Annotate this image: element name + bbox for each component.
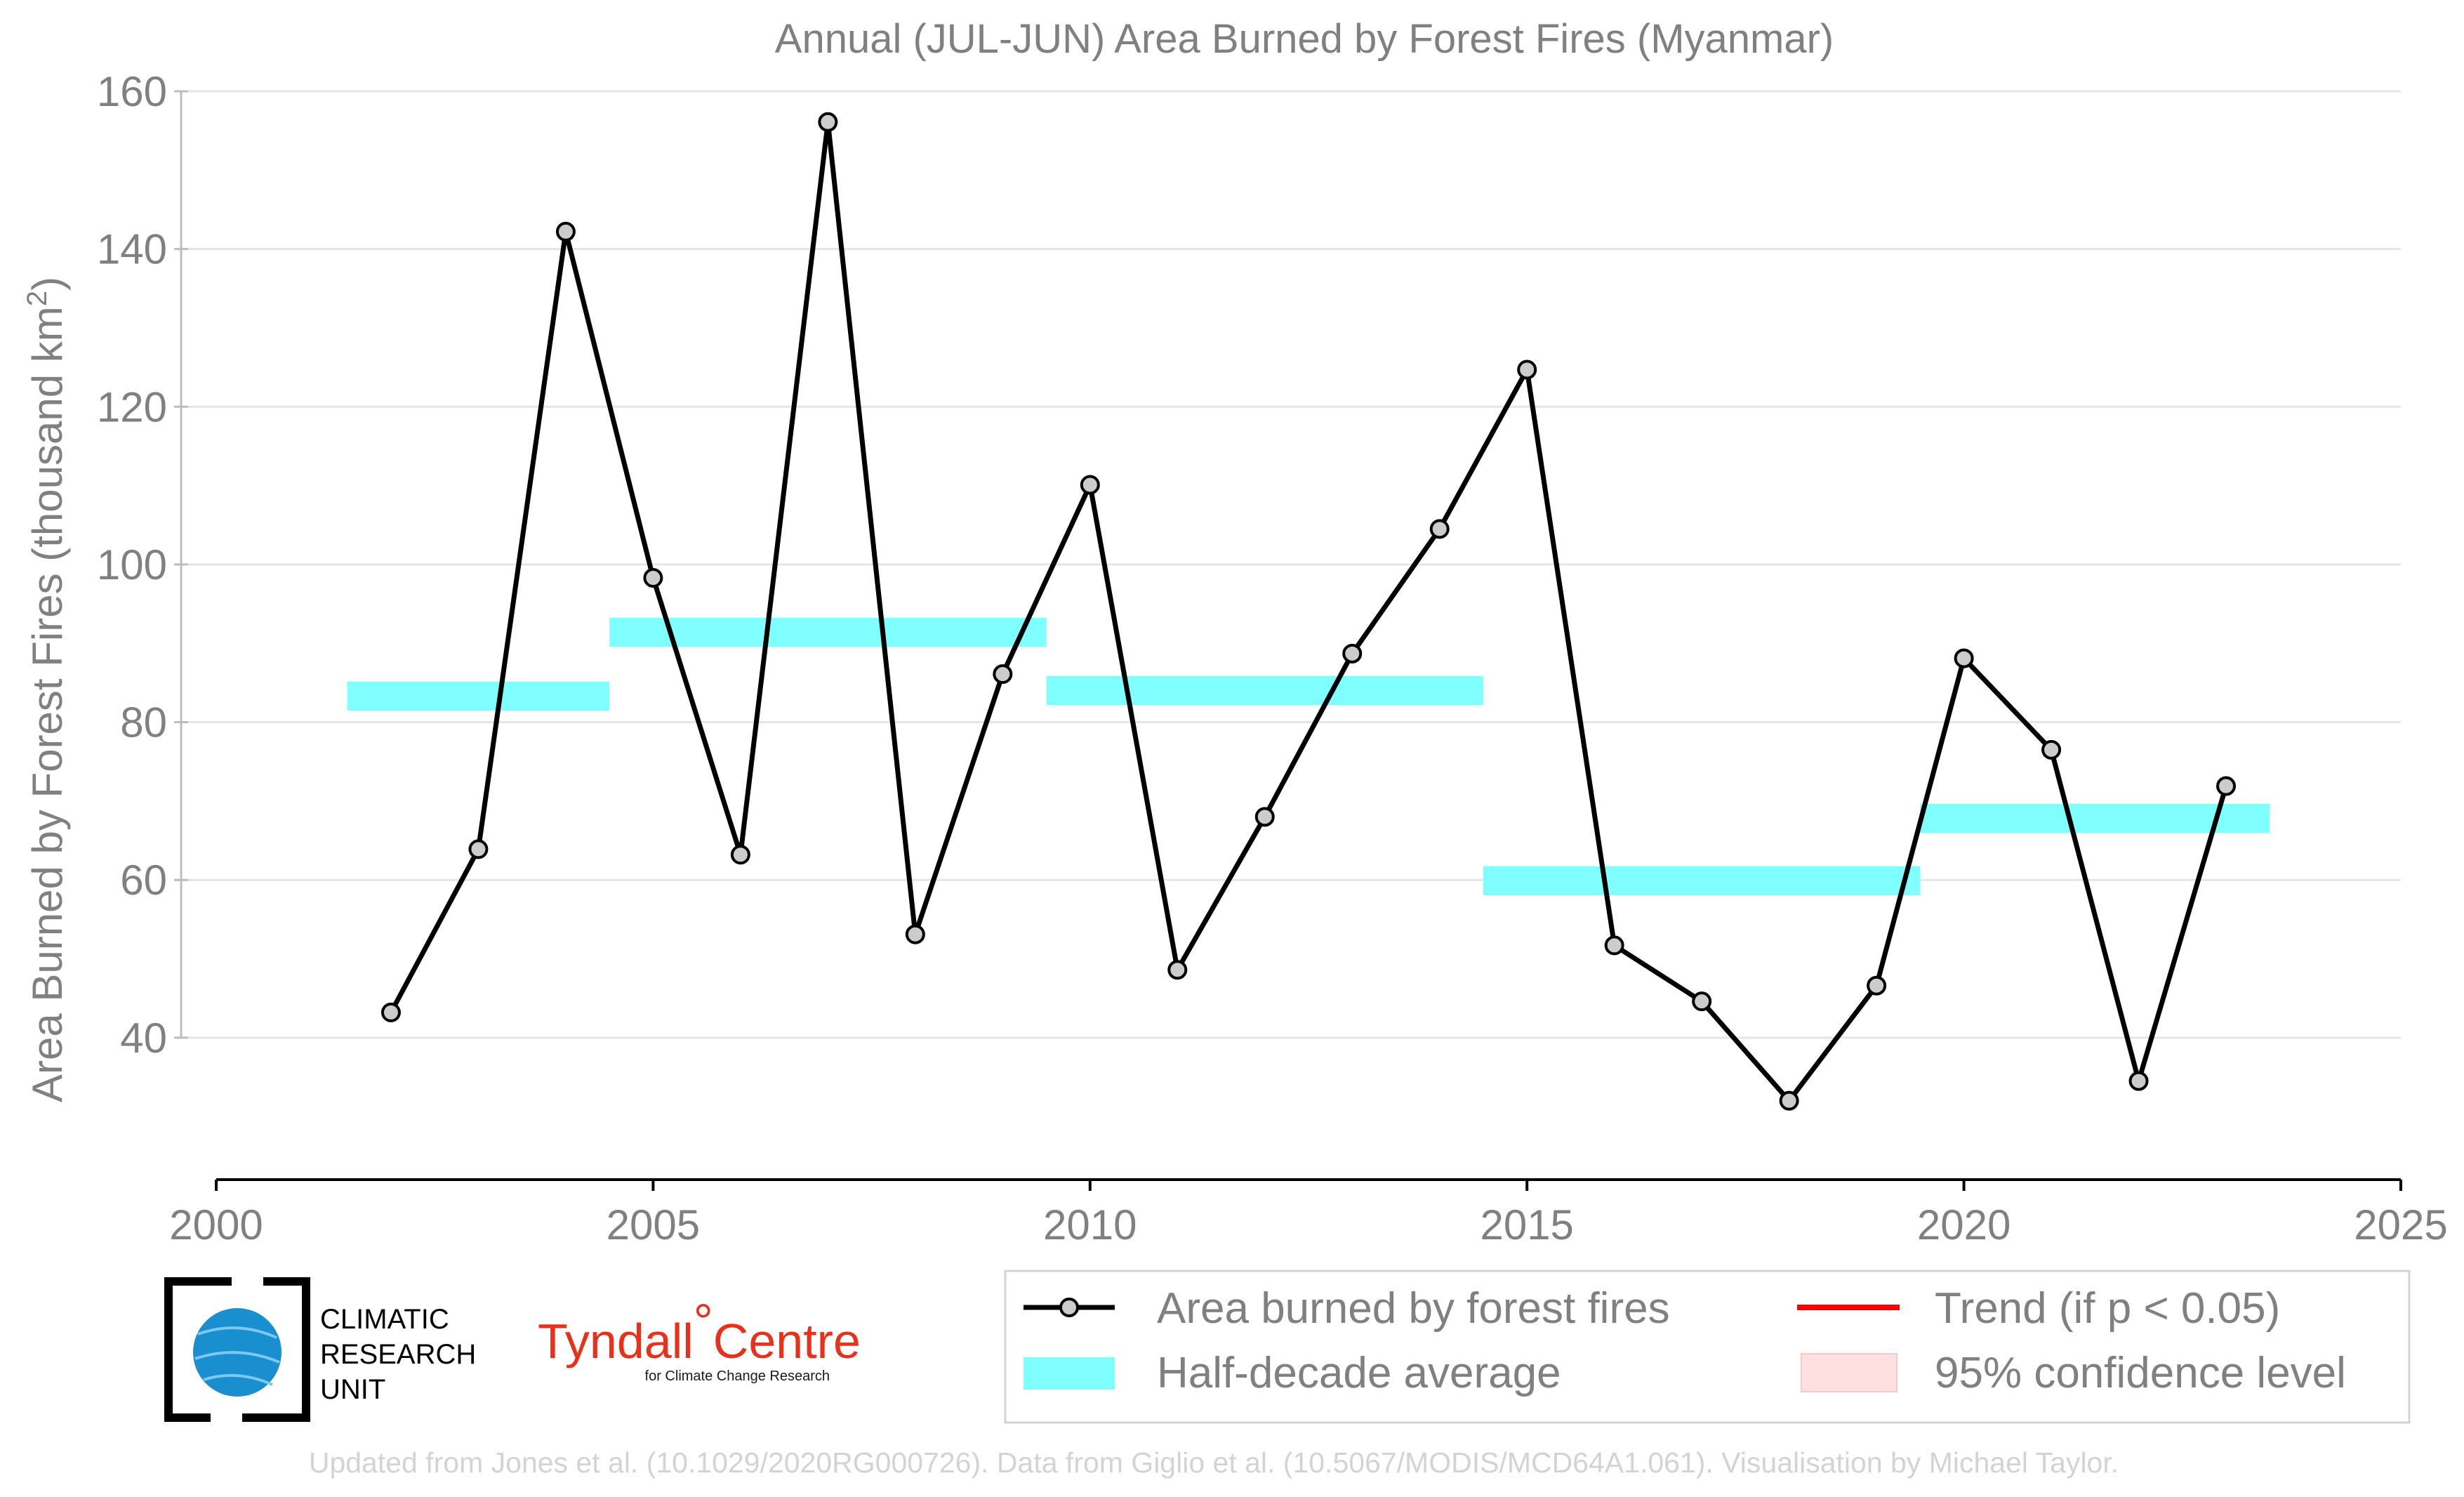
tyndall-name: Tyndall	[538, 1314, 694, 1369]
data-point-2014	[1429, 519, 1450, 539]
cru-logo-right-bracket	[242, 1277, 310, 1422]
y-axis-label-superscript: 2	[22, 291, 53, 306]
data-point-2020	[1954, 648, 1974, 668]
data-point-2010	[1080, 475, 1100, 495]
data-point-2005	[643, 568, 663, 588]
data-point-2012	[1254, 807, 1275, 827]
y-axis-label-close: )	[24, 277, 71, 291]
y-tick-label-100: 100	[97, 541, 167, 588]
tyndall-logo: Tyndall°Centre for Climate Change Resear…	[538, 1294, 861, 1384]
data-point-2004	[555, 221, 576, 242]
legend-label-confidence: 95% confidence level	[1935, 1349, 2346, 1397]
x-tick-label-2020: 2020	[1917, 1201, 2011, 1248]
data-point-2022	[2128, 1071, 2149, 1091]
data-point-2017	[1692, 991, 1712, 1012]
y-tick-label-40: 40	[120, 1015, 167, 1062]
series-line	[388, 121, 2229, 1105]
series-line-group	[388, 121, 2229, 1105]
half-decade-bar-3	[1046, 675, 1483, 706]
legend: Area burned by forest fires Half-decade …	[1004, 1270, 2411, 1424]
data-point-2023	[2216, 776, 2237, 796]
data-point-2002	[380, 1002, 401, 1022]
half-decade-bars	[347, 617, 2270, 896]
tyndall-subtitle: for Climate Change Research	[645, 1369, 830, 1384]
chart-title: Annual (JUL-JUN) Area Burned by Forest F…	[775, 16, 1834, 62]
data-point-2016	[1604, 935, 1624, 956]
x-tick-label-2005: 2005	[607, 1201, 700, 1248]
legend-box	[1004, 1270, 2411, 1424]
cru-text-line2: RESEARCH	[320, 1339, 476, 1370]
y-axis-label-text: Area Burned by Forest Fires (thousand km	[24, 306, 71, 1102]
data-point-2006	[730, 845, 750, 865]
data-point-2021	[2041, 739, 2062, 760]
legend-half-decade-swatch	[1024, 1357, 1115, 1390]
y-tick-label-60: 60	[120, 857, 167, 904]
data-point-2019	[1867, 975, 1887, 996]
tyndall-wordmark: Tyndall°Centre	[538, 1294, 861, 1369]
y-tick-label-160: 160	[97, 68, 167, 115]
y-axis-label: Area Burned by Forest Fires (thousand km…	[22, 277, 71, 1102]
x-tick-label-2000: 2000	[169, 1201, 263, 1248]
x-tick-label-2025: 2025	[2354, 1201, 2447, 1248]
y-tick-label-140: 140	[97, 226, 167, 273]
cru-text-line3: UNIT	[320, 1374, 385, 1405]
data-point-2008	[905, 924, 925, 944]
data-point-2009	[993, 664, 1013, 685]
data-point-2003	[468, 839, 489, 859]
grid-lines	[175, 90, 2401, 1039]
legend-label-half-decade: Half-decade average	[1157, 1349, 1561, 1397]
half-decade-bar-2	[609, 617, 1047, 647]
legend-confidence-swatch	[1801, 1353, 1897, 1392]
data-point-2013	[1342, 643, 1363, 664]
y-tick-label-120: 120	[97, 383, 167, 430]
legend-label-trend: Trend (if p < 0.05)	[1935, 1284, 2280, 1333]
cru-text-line1: CLIMATIC	[320, 1304, 449, 1335]
data-point-2011	[1167, 960, 1188, 980]
data-point-2015	[1517, 360, 1537, 380]
x-tick-label-2015: 2015	[1480, 1201, 1573, 1248]
x-tick-label-2010: 2010	[1043, 1201, 1137, 1248]
half-decade-bar-1	[347, 681, 610, 711]
tyndall-degree: °	[694, 1294, 713, 1349]
cru-logo: CLIMATIC RESEARCH UNIT	[164, 1277, 476, 1422]
y-axis: 40 60 80 100 120 140 160	[97, 68, 188, 1062]
legend-label-line: Area burned by forest fires	[1157, 1284, 1670, 1333]
footer-credits: Updated from Jones et al. (10.1029/2020R…	[309, 1446, 2119, 1479]
data-point-2018	[1779, 1090, 1799, 1111]
x-axis: 2000 2005 2010 2015 2020 2025	[169, 1178, 2448, 1248]
series-points	[380, 112, 2237, 1111]
y-tick-label-80: 80	[120, 699, 167, 746]
data-point-2007	[818, 112, 838, 132]
half-decade-bar-4	[1483, 866, 1921, 896]
legend-marker-swatch	[1059, 1298, 1079, 1317]
globe-lines-icon	[194, 1326, 280, 1386]
cru-logo-left-bracket	[164, 1277, 232, 1422]
tyndall-centre: Centre	[713, 1314, 861, 1369]
